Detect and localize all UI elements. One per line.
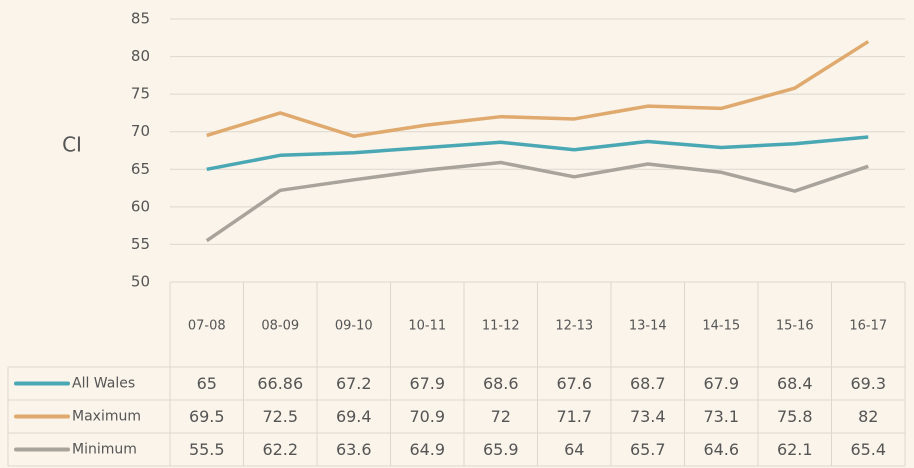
series-line bbox=[205, 160, 869, 243]
y-tick-label: 75 bbox=[131, 85, 150, 103]
y-tick-label: 70 bbox=[131, 122, 150, 140]
table-cell: 69.4 bbox=[336, 407, 372, 426]
table-cell: 71.7 bbox=[556, 407, 592, 426]
x-tick-label: 11-12 bbox=[482, 319, 520, 334]
series-line bbox=[206, 40, 870, 138]
legend-label: All Wales bbox=[72, 376, 135, 392]
table-cell: 62.1 bbox=[777, 440, 813, 459]
x-tick-label: 10-11 bbox=[408, 319, 446, 334]
y-tick-label: 55 bbox=[131, 235, 150, 253]
table-cell: 73.1 bbox=[703, 407, 739, 426]
series-line bbox=[206, 135, 869, 172]
table-cell: 72.5 bbox=[262, 407, 298, 426]
table-cell: 69.5 bbox=[189, 407, 225, 426]
y-tick-label: 85 bbox=[131, 10, 150, 28]
x-tick-label: 12-13 bbox=[555, 319, 593, 334]
x-tick-label: 14-15 bbox=[702, 319, 740, 334]
table-cell: 66.86 bbox=[257, 374, 303, 393]
table-cell: 64.6 bbox=[703, 440, 739, 459]
y-tick-label: 80 bbox=[131, 47, 150, 65]
table-cell: 65.4 bbox=[850, 440, 886, 459]
table-cell: 65.9 bbox=[483, 440, 519, 459]
table-cell: 64.9 bbox=[409, 440, 445, 459]
y-axis-label: CI bbox=[62, 133, 82, 157]
table-cell: 70.9 bbox=[409, 407, 445, 426]
table-cell: 67.9 bbox=[409, 374, 445, 393]
table-cell: 63.6 bbox=[336, 440, 372, 459]
y-tick-label: 65 bbox=[131, 160, 150, 178]
x-tick-label: 13-14 bbox=[629, 319, 667, 334]
table-cell: 68.6 bbox=[483, 374, 519, 393]
table-cell: 75.8 bbox=[777, 407, 813, 426]
table-cell: 65.7 bbox=[630, 440, 666, 459]
legend-label: Minimum bbox=[72, 442, 137, 458]
table-cell: 68.4 bbox=[777, 374, 813, 393]
table-cell: 69.3 bbox=[850, 374, 886, 393]
table-cell: 65 bbox=[197, 374, 217, 393]
legend-label: Maximum bbox=[72, 409, 141, 425]
table-cell: 68.7 bbox=[630, 374, 666, 393]
table-cell: 67.2 bbox=[336, 374, 372, 393]
table-cell: 62.2 bbox=[262, 440, 298, 459]
x-tick-label: 07-08 bbox=[188, 319, 226, 334]
y-tick-label: 60 bbox=[131, 197, 150, 215]
table-cell: 67.6 bbox=[556, 374, 592, 393]
table-cell: 55.5 bbox=[189, 440, 225, 459]
table-cell: 64 bbox=[564, 440, 584, 459]
y-tick-label: 50 bbox=[131, 273, 150, 291]
x-tick-label: 08-09 bbox=[261, 319, 299, 334]
x-tick-label: 09-10 bbox=[335, 319, 373, 334]
x-tick-label: 16-17 bbox=[849, 319, 887, 334]
table-cell: 82 bbox=[858, 407, 878, 426]
table-cell: 72 bbox=[491, 407, 511, 426]
table-cell: 73.4 bbox=[630, 407, 666, 426]
table-cell: 67.9 bbox=[703, 374, 739, 393]
x-tick-label: 15-16 bbox=[776, 319, 814, 334]
